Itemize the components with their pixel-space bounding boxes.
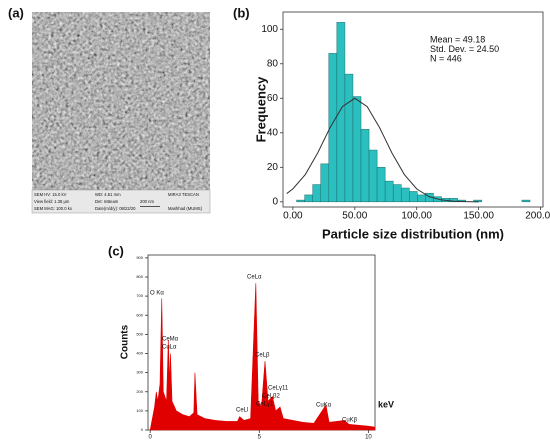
peak-label: CeMα [162, 337, 179, 343]
y-tick-label: 600 [136, 312, 143, 317]
sem-texture [32, 12, 210, 190]
y-tick-label: 40 [267, 127, 279, 138]
x-tick-label: 5 [258, 435, 262, 441]
y-tick-label: 0 [272, 196, 278, 207]
peak-label: CeLγ11 [268, 386, 289, 392]
bar [360, 129, 370, 203]
stats-text: N = 446 [430, 53, 462, 63]
peak-label: CuKα [316, 403, 332, 409]
y-tick-label: 20 [267, 162, 279, 173]
sem-info: Mashhad (MUMS) [168, 206, 203, 211]
peak-label: CuLα [162, 345, 177, 351]
y-tick-label: 400 [136, 351, 143, 356]
bar [352, 96, 362, 203]
panel-label: (c) [108, 243, 124, 258]
sem-info: SEM MAG: 100.0 kx [34, 206, 73, 211]
y-tick-label: 60 [267, 93, 279, 104]
y-tick-label: 200 [136, 389, 143, 394]
bar [400, 187, 410, 203]
bar [304, 194, 313, 203]
peak-label: CeLβ [255, 353, 270, 359]
y-tick-label: 100 [136, 408, 143, 413]
peak-label: CeLα [247, 275, 262, 281]
x-tick-label: 0.00 [283, 211, 303, 222]
bar [336, 22, 346, 203]
bar [409, 191, 418, 203]
y-tick-label: 0 [141, 427, 144, 432]
fit-curve [286, 97, 479, 203]
sem-info: SEM HV: 15.0 kV [34, 192, 67, 197]
bar [344, 73, 354, 203]
x-tick-label: 10 [365, 435, 372, 441]
x-axis-label: Particle size distribution (nm) [322, 226, 504, 241]
panel-label: (a) [8, 5, 24, 20]
y-axis-label: Counts [120, 324, 131, 359]
eds-frame [147, 254, 376, 431]
y-tick-label: 80 [267, 58, 279, 69]
bar [417, 194, 426, 203]
sem-info: MIRA3 TESCAN [168, 192, 199, 197]
x-tick-label: 150.00 [463, 211, 494, 222]
peak-label: O Kα [150, 291, 164, 297]
y-tick-label: 700 [136, 293, 143, 298]
bar [376, 167, 386, 203]
bar [368, 149, 378, 203]
peak-label: CeLγ1 [256, 402, 274, 408]
bar [296, 199, 305, 203]
panel-label: (b) [233, 5, 250, 20]
y-tick-label: 300 [136, 370, 143, 375]
bar [392, 184, 402, 203]
bar [384, 180, 394, 203]
x-axis-label: keV [378, 399, 394, 409]
x-tick-label: 100.00 [401, 211, 432, 222]
x-tick-label: 0 [149, 435, 153, 441]
sem-info: 200 nm [140, 199, 154, 204]
sem-info: Det: InBeam [95, 199, 119, 204]
peak-label: CeLβ2 [262, 394, 280, 400]
y-tick-label: 900 [136, 255, 143, 260]
x-tick-label: 50.00 [342, 211, 367, 222]
bar [312, 184, 322, 203]
y-tick-label: 500 [136, 331, 143, 336]
sem-info: Date(m/d/y): 08/22/20 [95, 206, 136, 211]
sem-info: WD: 4.51 mm [95, 192, 121, 197]
x-tick-label: 200.00 [525, 211, 550, 222]
peak-label: CeLl [236, 408, 248, 414]
y-tick-label: 800 [136, 274, 143, 279]
bar [320, 163, 330, 203]
stats-text: Mean = 49.18 [430, 34, 485, 44]
sem-info-bar [31, 189, 211, 214]
y-axis-label: Frequency [253, 76, 268, 143]
y-tick-label: 100 [261, 24, 278, 35]
spectrum [149, 283, 376, 431]
bar [521, 199, 531, 203]
peak-label: CuKβ [342, 418, 358, 424]
sem-info: View field: 1.38 μm [34, 199, 70, 204]
stats-text: Std. Dev. = 24.50 [430, 44, 499, 54]
